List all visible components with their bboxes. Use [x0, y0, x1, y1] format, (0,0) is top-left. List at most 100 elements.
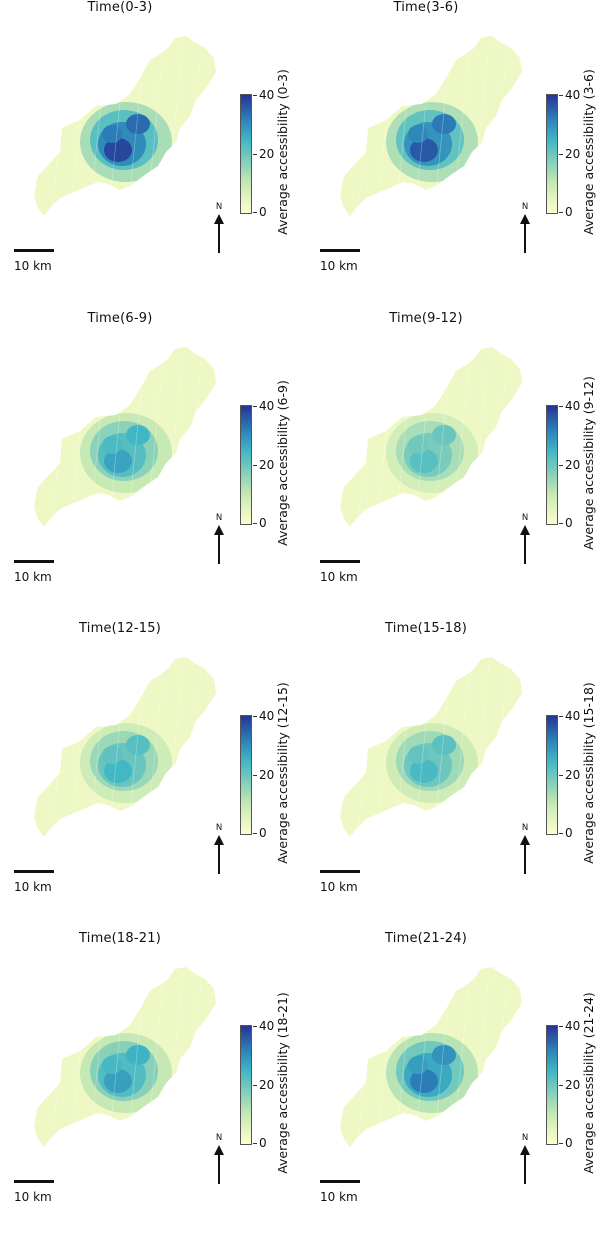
- panel-title: Time(18-21): [79, 931, 161, 946]
- colorbar-tick: [559, 406, 563, 407]
- colorbar-tick-label: 40: [565, 399, 581, 413]
- colorbar-tick-label: 40: [565, 88, 581, 102]
- colorbar-tick-label: 0: [259, 516, 267, 530]
- colorbar-tick: [559, 95, 563, 96]
- north-arrow-icon: N: [212, 823, 226, 875]
- scale-label: 10 km: [14, 880, 52, 894]
- colorbar-title: Average accessibility (12-15): [275, 682, 290, 864]
- map-panel: Time(18-21) 40 20 0 Average accessibility (1…: [0, 931, 300, 1233]
- accessibility-zone: [104, 449, 132, 473]
- colorbar-tick-label: 20: [259, 147, 275, 161]
- accessibility-zone: [408, 746, 428, 764]
- accessibility-zone: [126, 425, 150, 445]
- panel-title: Time(9-12): [389, 311, 463, 326]
- colorbar-tick: [253, 212, 257, 213]
- colorbar-tick-label: 40: [259, 88, 275, 102]
- colorbar-tick-label: 0: [565, 1136, 573, 1150]
- north-label: N: [215, 202, 223, 212]
- scale-label: 10 km: [14, 259, 52, 273]
- scale-bar: [320, 560, 360, 563]
- north-arrow-icon: N: [518, 823, 532, 875]
- map-panel: Time(12-15) 40 20 0 Average accessibility (1…: [0, 621, 300, 923]
- scale-bar: [14, 560, 54, 563]
- colorbar-tick-label: 0: [565, 516, 573, 530]
- scale-label: 10 km: [14, 570, 52, 584]
- north-label: N: [215, 513, 223, 523]
- panel-title: Time(0-3): [87, 0, 153, 15]
- colorbar-title: Average accessibility (18-21): [275, 992, 290, 1174]
- scale-bar: [320, 249, 360, 252]
- colorbar: 40 20 0: [546, 1020, 580, 1149]
- accessibility-zone: [126, 114, 150, 134]
- colorbar: 40 20 0: [546, 710, 580, 839]
- colorbar-tick: [559, 212, 563, 213]
- choropleth-map: [340, 347, 522, 527]
- panel-title: Time(21-24): [385, 931, 467, 946]
- choropleth-map: [34, 347, 216, 527]
- colorbar-tick: [253, 406, 257, 407]
- map-panel: Time(21-24) 40 20 0 Average accessibility (2…: [306, 931, 606, 1233]
- accessibility-zone: [410, 1069, 438, 1093]
- colorbar-tick-label: 40: [565, 1019, 581, 1033]
- colorbar-tick-label: 0: [259, 1136, 267, 1150]
- colorbar-tick: [559, 1085, 563, 1086]
- colorbar-tick: [559, 1143, 563, 1144]
- colorbar: 40 20 0: [240, 89, 274, 218]
- map-panel: Time(0-3) 40 20 0 Average accessibility (0-3…: [0, 0, 300, 302]
- arrow-up-icon: [520, 1145, 530, 1184]
- colorbar-title: Average accessibility (0-3): [275, 69, 290, 235]
- colorbar-title: Average accessibility (6-9): [275, 380, 290, 546]
- colorbar-tick: [253, 523, 257, 524]
- colorbar-tick: [559, 523, 563, 524]
- north-label: N: [521, 202, 529, 212]
- scale-label: 10 km: [320, 570, 358, 584]
- colorbar-tick: [253, 465, 257, 466]
- map-panel: Time(15-18) 40 20 0 Average accessibility (1…: [306, 621, 606, 923]
- north-arrow-icon: N: [212, 1133, 226, 1185]
- north-arrow-icon: N: [518, 513, 532, 565]
- colorbar-title: Average accessibility (9-12): [581, 376, 596, 550]
- scale-label: 10 km: [320, 880, 358, 894]
- colorbar-tick-label: 0: [259, 205, 267, 219]
- colorbar: 40 20 0: [240, 400, 274, 529]
- colorbar-tick: [559, 833, 563, 834]
- colorbar-title: Average accessibility (21-24): [581, 992, 596, 1174]
- colorbar-tick: [253, 1143, 257, 1144]
- colorbar-tick: [559, 465, 563, 466]
- choropleth-map: [34, 36, 216, 216]
- colorbar-tick-label: 40: [259, 709, 275, 723]
- scale-bar: [14, 870, 54, 873]
- colorbar-tick-label: 20: [259, 1078, 275, 1092]
- colorbar-tick: [559, 775, 563, 776]
- north-arrow-icon: N: [518, 202, 532, 254]
- scale-label: 10 km: [14, 1190, 52, 1204]
- colorbar-tick-label: 20: [565, 458, 581, 472]
- accessibility-zone: [408, 436, 428, 454]
- choropleth-map: [34, 967, 216, 1147]
- accessibility-zone: [126, 1045, 150, 1065]
- scale-bar: [320, 870, 360, 873]
- colorbar-tick: [253, 833, 257, 834]
- colorbar-title: Average accessibility (15-18): [581, 682, 596, 864]
- colorbar-tick: [253, 716, 257, 717]
- accessibility-zone: [408, 1056, 428, 1074]
- accessibility-zone: [432, 425, 456, 445]
- north-arrow-icon: N: [212, 513, 226, 565]
- panel-title: Time(3-6): [393, 0, 459, 15]
- colorbar-tick-label: 0: [565, 826, 573, 840]
- north-label: N: [215, 1133, 223, 1143]
- accessibility-zone: [432, 735, 456, 755]
- arrow-up-icon: [214, 835, 224, 874]
- north-label: N: [521, 823, 529, 833]
- panel-title: Time(12-15): [79, 621, 161, 636]
- colorbar-tick: [559, 154, 563, 155]
- north-label: N: [521, 1133, 529, 1143]
- north-label: N: [215, 823, 223, 833]
- arrow-up-icon: [520, 525, 530, 564]
- map-panel: Time(6-9) 40 20 0 Average accessibility (6-9…: [0, 311, 300, 613]
- accessibility-zone: [432, 114, 456, 134]
- colorbar-tick: [253, 1085, 257, 1086]
- scale-bar: [14, 249, 54, 252]
- choropleth-map: [340, 967, 522, 1147]
- choropleth-map: [340, 657, 522, 837]
